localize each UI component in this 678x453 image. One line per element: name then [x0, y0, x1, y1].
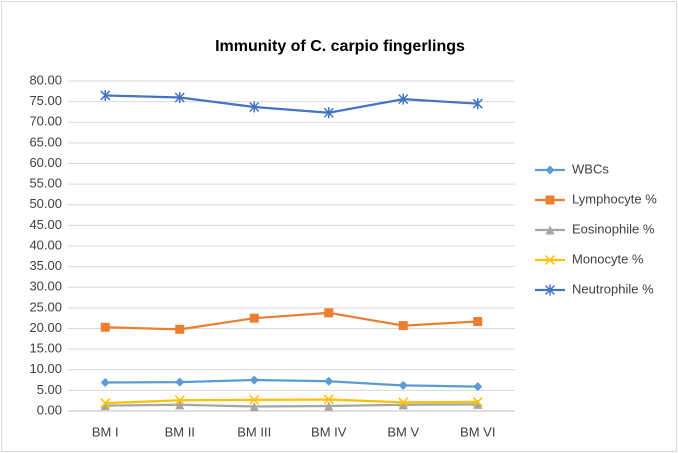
- legend-label: Monocyte %: [572, 251, 644, 266]
- data-point: [398, 93, 409, 105]
- x-tick-label: BM I: [92, 424, 119, 439]
- y-tick-label: 75.00: [29, 93, 62, 108]
- series-line: [105, 398, 478, 405]
- y-tick-label: 10.00: [29, 361, 62, 376]
- series-line: [105, 311, 478, 331]
- data-point: [174, 92, 185, 103]
- y-tick-label: 20.00: [29, 320, 62, 335]
- data-point: [249, 313, 259, 323]
- legend-marker: [544, 254, 556, 266]
- y-tick-label: 15.00: [29, 341, 62, 356]
- y-tick-label: 60.00: [29, 155, 62, 170]
- x-tick-label: BM III: [237, 424, 271, 439]
- legend-marker: [545, 225, 555, 235]
- x-tick-label: BM V: [387, 424, 419, 439]
- legend-label: Lymphocyte %: [572, 191, 657, 206]
- data-point: [175, 324, 185, 334]
- y-tick-label: 5.00: [37, 382, 62, 397]
- data-point: [100, 398, 111, 409]
- data-point: [473, 316, 483, 326]
- x-tick-label: BM II: [165, 424, 195, 439]
- data-point: [472, 98, 483, 110]
- legend-label: WBCs: [572, 161, 609, 176]
- data-point: [249, 401, 259, 411]
- legend-marker: [545, 165, 555, 175]
- legend-marker: [545, 195, 555, 205]
- data-point: [398, 397, 409, 408]
- series-line: [105, 378, 478, 388]
- y-tick-label: 30.00: [29, 279, 62, 294]
- data-point: [473, 399, 483, 409]
- data-point: [324, 376, 334, 386]
- data-point: [324, 308, 334, 318]
- data-point: [398, 321, 408, 331]
- data-point: [175, 377, 185, 387]
- data-point: [398, 380, 408, 390]
- data-point: [100, 401, 110, 411]
- data-point: [323, 107, 334, 119]
- data-point: [324, 401, 334, 411]
- x-tick-label: BM VI: [460, 424, 495, 439]
- data-point: [100, 89, 111, 101]
- data-point: [249, 375, 259, 385]
- y-tick-label: 50.00: [29, 196, 62, 211]
- y-tick-label: 65.00: [29, 134, 62, 149]
- y-tick-label: 0.00: [37, 402, 62, 417]
- y-tick-label: 70.00: [29, 114, 62, 129]
- y-tick-label: 45.00: [29, 217, 62, 232]
- data-point: [249, 394, 260, 405]
- legend-label: Neutrophile %: [572, 281, 654, 296]
- data-point: [473, 382, 483, 392]
- y-tick-label: 80.00: [29, 72, 62, 87]
- y-tick-label: 25.00: [29, 299, 62, 314]
- data-point: [100, 378, 110, 388]
- data-point: [100, 322, 110, 332]
- legend-label: Eosinophile %: [572, 221, 655, 236]
- series-line: [105, 403, 478, 408]
- data-point: [472, 396, 483, 407]
- y-tick-label: 55.00: [29, 176, 62, 191]
- data-point: [398, 400, 408, 410]
- data-point: [249, 101, 260, 113]
- y-tick-label: 35.00: [29, 258, 62, 273]
- data-point: [174, 395, 185, 406]
- legend-marker: [544, 284, 556, 296]
- data-point: [323, 394, 334, 405]
- x-tick-label: BM IV: [311, 424, 347, 439]
- chart-title: Immunity of C. carpio fingerlings: [215, 38, 465, 55]
- y-tick-label: 40.00: [29, 237, 62, 252]
- data-point: [175, 400, 185, 410]
- series-line: [105, 94, 478, 114]
